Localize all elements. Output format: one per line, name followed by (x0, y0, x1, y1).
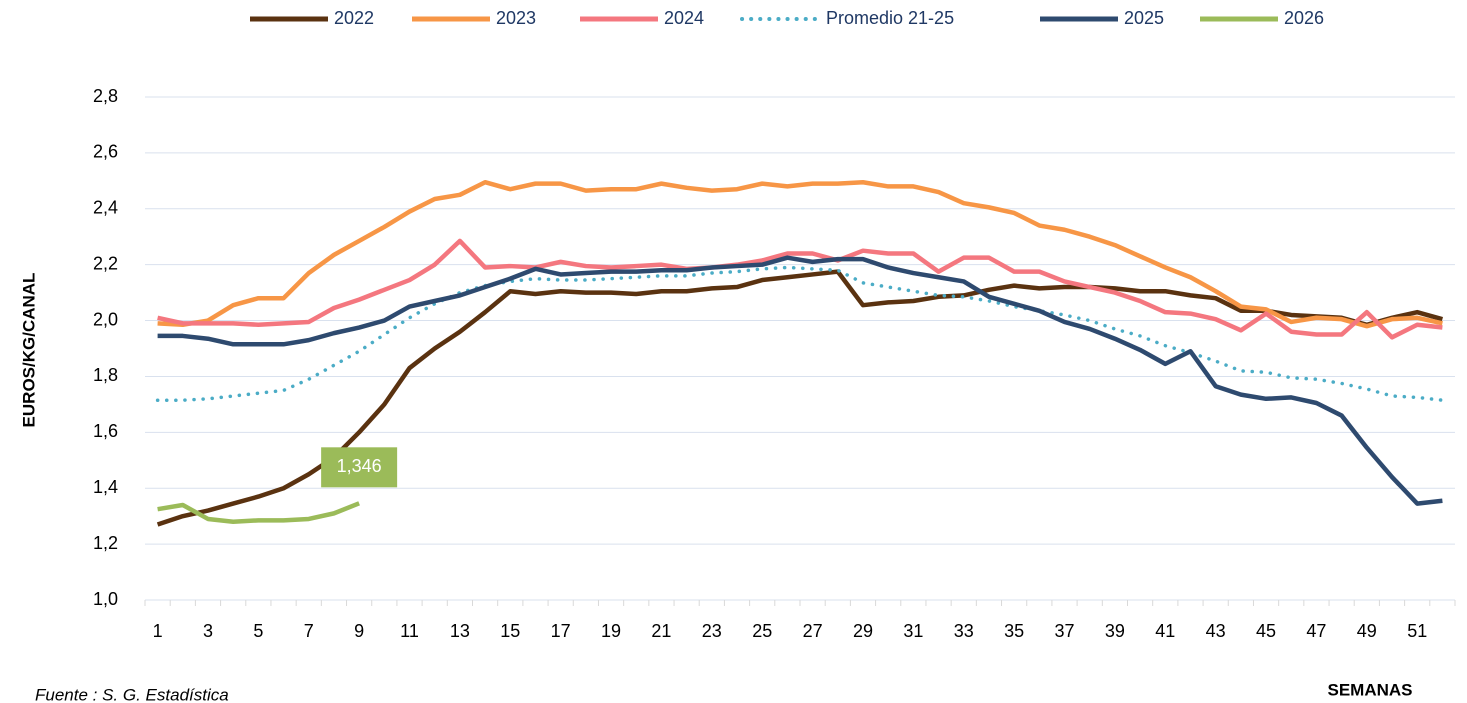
y-tick-label: 1,4 (93, 477, 118, 497)
x-tick-label: 19 (601, 621, 621, 641)
series-line (155, 265, 1445, 402)
legend-label: 2022 (334, 8, 374, 28)
y-tick-label: 2,4 (93, 198, 118, 218)
data-label: 1,346 (337, 456, 382, 476)
y-axis-label: EUROS/KG/CANAL (19, 273, 38, 428)
y-tick-label: 2,2 (93, 253, 118, 273)
x-tick-label: 1 (153, 621, 163, 641)
legend-label: 2025 (1124, 8, 1164, 28)
x-tick-label: 21 (651, 621, 671, 641)
y-tick-label: 1,8 (93, 365, 118, 385)
y-tick-label: 2,8 (93, 86, 118, 106)
legend-label: 2026 (1284, 8, 1324, 28)
x-tick-label: 51 (1407, 621, 1427, 641)
x-tick-label: 11 (400, 621, 419, 641)
series-line (156, 269, 1444, 527)
series-line (157, 179, 1443, 329)
series-line (157, 238, 1443, 340)
y-tick-label: 1,2 (93, 533, 118, 553)
x-tick-label: 37 (1055, 621, 1075, 641)
x-tick-label: 39 (1105, 621, 1125, 641)
legend-label: Promedio 21-25 (826, 8, 954, 28)
x-tick-label: 29 (853, 621, 873, 641)
source: Fuente : S. G. Estadística (35, 685, 229, 703)
x-tick-label: 3 (203, 621, 213, 641)
x-tick-label: 25 (752, 621, 772, 641)
x-tick-label: 13 (450, 621, 470, 641)
y-tick-label: 2,6 (93, 142, 118, 162)
x-tick-label: 15 (500, 621, 520, 641)
x-tick-label: 7 (304, 621, 314, 641)
series-line (157, 255, 1443, 506)
x-tick-label: 43 (1206, 621, 1226, 641)
x-tick-label: 23 (702, 621, 722, 641)
x-tick-label: 33 (954, 621, 974, 641)
x-axis-label: SEMANAS (1327, 680, 1412, 699)
x-tick-label: 5 (253, 621, 263, 641)
x-tick-label: 31 (903, 621, 923, 641)
x-tick-label: 49 (1357, 621, 1377, 641)
x-tick-label: 35 (1004, 621, 1024, 641)
x-tick-label: 45 (1256, 621, 1276, 641)
x-tick-label: 41 (1155, 621, 1175, 641)
series-line (157, 501, 360, 525)
y-tick-label: 1,6 (93, 421, 118, 441)
y-tick-label: 1,0 (93, 589, 118, 609)
x-tick-label: 47 (1306, 621, 1326, 641)
x-tick-label: 27 (803, 621, 823, 641)
data-label-box (321, 447, 398, 488)
y-tick-label: 2,0 (93, 309, 118, 329)
x-tick-label: 17 (551, 621, 571, 641)
legend-label: 2023 (496, 8, 536, 28)
legend-label: 2024 (664, 8, 704, 28)
x-tick-label: 9 (354, 621, 364, 641)
